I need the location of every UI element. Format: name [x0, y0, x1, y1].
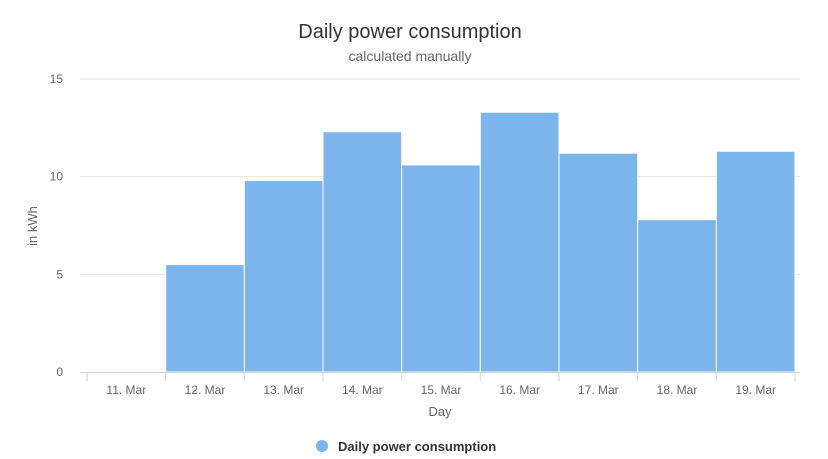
bar[interactable]: [637, 219, 717, 373]
bar[interactable]: [401, 164, 481, 373]
y-tick-label: 0: [56, 365, 63, 379]
y-tick-label: 10: [50, 170, 64, 184]
bar[interactable]: [322, 131, 403, 373]
bar[interactable]: [243, 180, 324, 373]
legend[interactable]: Daily power consumption: [316, 439, 496, 454]
y-axis-title: in kWh: [25, 206, 40, 246]
bar[interactable]: [715, 150, 796, 373]
x-tick-label: 17. Mar: [578, 383, 619, 397]
bar[interactable]: [165, 264, 245, 373]
x-tick-label: 12. Mar: [185, 383, 226, 397]
x-tick-label: 11. Mar: [106, 383, 146, 397]
bar[interactable]: [558, 152, 639, 373]
chart-subtitle: calculated manually: [349, 48, 472, 64]
y-axis: 0 5 10 15: [50, 72, 64, 379]
legend-label[interactable]: Daily power consumption: [338, 439, 496, 454]
x-tick-label: 15. Mar: [421, 383, 462, 397]
x-tick-label: 18. Mar: [657, 383, 698, 397]
x-axis-title: Day: [428, 404, 452, 419]
bar[interactable]: [479, 111, 560, 373]
x-tick-label: 19. Mar: [735, 383, 776, 397]
x-tick-label: 13. Mar: [263, 383, 304, 397]
y-tick-label: 5: [56, 267, 63, 281]
x-tick-label: 16. Mar: [499, 383, 540, 397]
bar-series[interactable]: [165, 111, 796, 373]
x-axis: 11. Mar 12. Mar 13. Mar 14. Mar 15. Mar 16. M…: [80, 372, 800, 397]
legend-marker: [316, 440, 328, 452]
y-tick-label: 15: [50, 72, 64, 86]
chart-title: Daily power consumption: [298, 21, 521, 43]
x-tick-label: 14. Mar: [342, 383, 383, 397]
